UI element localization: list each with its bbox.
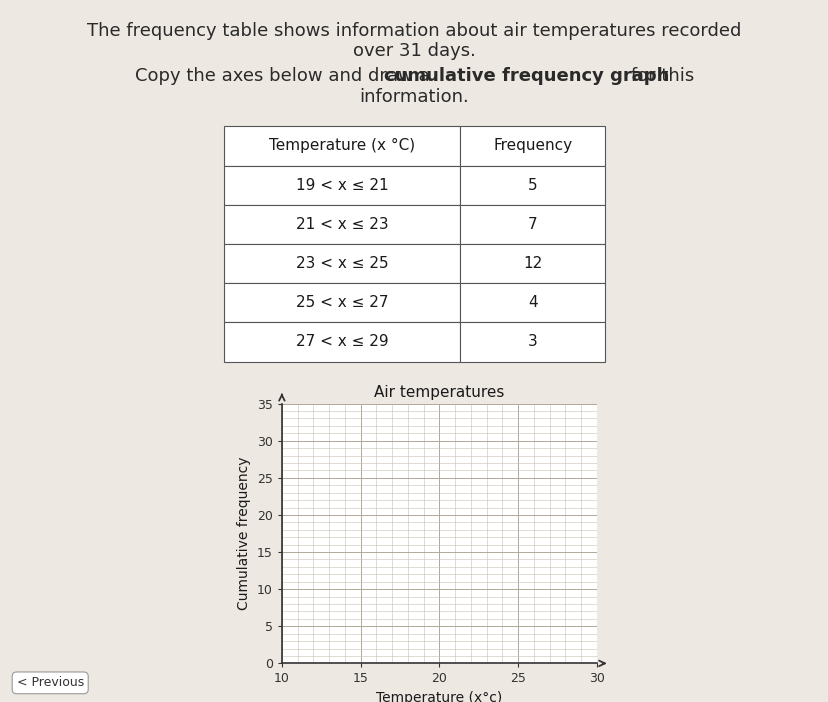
Text: 25 < x ≤ 27: 25 < x ≤ 27 — [296, 296, 388, 310]
Y-axis label: Cumulative frequency: Cumulative frequency — [237, 457, 251, 610]
Bar — [460, 322, 604, 362]
Bar — [224, 126, 460, 166]
Text: Temperature (x °C): Temperature (x °C) — [268, 138, 415, 154]
Text: 12: 12 — [522, 256, 542, 271]
Text: Frequency: Frequency — [493, 138, 571, 154]
Text: 23 < x ≤ 25: 23 < x ≤ 25 — [296, 256, 388, 271]
Bar — [460, 244, 604, 283]
Text: 19 < x ≤ 21: 19 < x ≤ 21 — [296, 178, 388, 192]
Text: Copy the axes below and draw a                                   for this: Copy the axes below and draw a for this — [135, 67, 693, 85]
Text: 5: 5 — [527, 178, 537, 192]
Text: 27 < x ≤ 29: 27 < x ≤ 29 — [296, 334, 388, 350]
Bar — [460, 283, 604, 322]
Bar — [224, 205, 460, 244]
Bar — [460, 126, 604, 166]
Bar — [224, 166, 460, 205]
Bar — [460, 205, 604, 244]
Text: 3: 3 — [527, 334, 537, 350]
Bar — [224, 322, 460, 362]
Bar — [224, 244, 460, 283]
Text: cumulative frequency graph: cumulative frequency graph — [159, 67, 669, 85]
Bar — [460, 166, 604, 205]
Text: The frequency table shows information about air temperatures recorded: The frequency table shows information ab… — [87, 22, 741, 41]
Text: 21 < x ≤ 23: 21 < x ≤ 23 — [296, 217, 388, 232]
Title: Air temperatures: Air temperatures — [373, 385, 504, 399]
Bar — [224, 283, 460, 322]
Text: over 31 days.: over 31 days. — [353, 42, 475, 60]
X-axis label: Temperature (x°c): Temperature (x°c) — [376, 691, 502, 702]
Text: information.: information. — [359, 88, 469, 106]
Text: 4: 4 — [527, 296, 537, 310]
Text: < Previous: < Previous — [17, 676, 84, 689]
Text: 7: 7 — [527, 217, 537, 232]
